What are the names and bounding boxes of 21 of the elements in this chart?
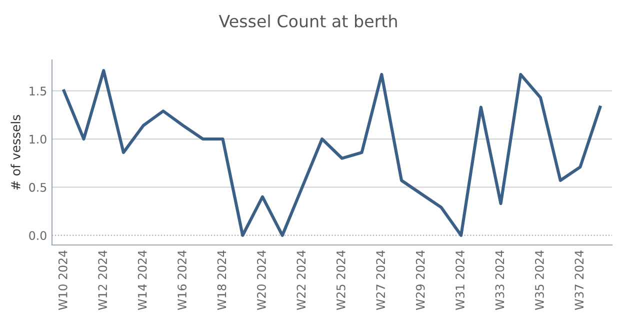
- x-tick-label: W31 2024: [456, 250, 465, 310]
- x-tick-label: W35 2024: [535, 250, 544, 310]
- y-tick-label: 0.5: [29, 182, 46, 192]
- y-axis-title: # of vessels: [10, 114, 20, 190]
- x-tick-label: W27 2024: [376, 250, 386, 310]
- x-tick-label: W22 2024: [296, 250, 306, 310]
- line-series: [62, 69, 602, 237]
- y-tick-label: 1.0: [30, 134, 46, 144]
- x-tick-label: W29 2024: [416, 250, 425, 310]
- x-tick-label: W18 2024: [217, 250, 226, 310]
- x-tick-label: W37 2024: [574, 250, 584, 310]
- chart-title: Vessel Count at berth: [218, 14, 397, 28]
- x-tick-label: W14 2024: [138, 250, 147, 310]
- x-tick-label: W10 2024: [58, 250, 68, 310]
- x-tick-label: W12 2024: [98, 250, 108, 310]
- x-tick-label: W33 2024: [495, 250, 504, 310]
- x-tick-label: W25 2024: [336, 250, 346, 310]
- y-tick-label: 1.5: [30, 86, 46, 96]
- x-tick-label: W16 2024: [178, 250, 186, 310]
- y-tick-label: 0.0: [29, 231, 46, 240]
- x-tick-label: W20 2024: [256, 250, 266, 310]
